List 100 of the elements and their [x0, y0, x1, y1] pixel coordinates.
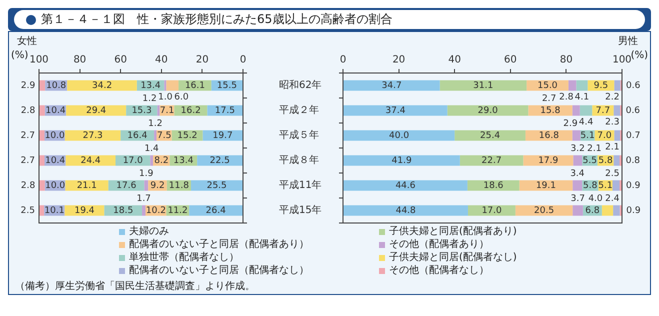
- data-label: 25.4: [480, 130, 500, 141]
- data-label: 10.4: [46, 106, 66, 116]
- data-label: 10.8: [46, 80, 66, 91]
- data-label: 15.2: [177, 130, 198, 141]
- data-label: 19.7: [212, 130, 233, 141]
- data-label: 2.8: [20, 106, 36, 116]
- bar: [573, 155, 582, 166]
- data-label: 44.8: [396, 206, 416, 216]
- y-tick-label: 平成５年: [279, 129, 319, 142]
- data-label: 11.2: [168, 206, 188, 216]
- data-label: 7.7: [596, 106, 610, 116]
- data-label: 2.2: [605, 92, 620, 103]
- bar: [39, 155, 45, 166]
- data-label: 7.5: [156, 130, 172, 141]
- bar: [568, 80, 576, 91]
- data-label: 10.2: [146, 206, 166, 216]
- bar: [157, 105, 160, 116]
- data-label: 11.8: [168, 180, 190, 191]
- chart-subtitle: 男性: [617, 34, 639, 47]
- data-label: 10.0: [44, 130, 65, 141]
- data-label: 17.0: [122, 156, 144, 166]
- bar: [39, 130, 45, 141]
- data-label: 0.9: [626, 206, 641, 216]
- data-label: 17.0: [482, 206, 502, 216]
- bar: [519, 180, 573, 191]
- data-label: 8.2: [154, 156, 169, 166]
- bar: [344, 180, 468, 191]
- bar: [572, 130, 580, 141]
- bar: [460, 155, 524, 166]
- data-label: 9.2: [150, 180, 165, 191]
- y-tick-label: 昭和62年: [279, 79, 322, 92]
- data-label: 41.9: [392, 156, 412, 166]
- x-tick-label: 100: [29, 54, 49, 66]
- data-label: 0.7: [626, 130, 640, 141]
- data-label: 1.7: [136, 194, 151, 204]
- data-label: 2.5: [605, 169, 620, 180]
- data-label: 16.8: [538, 130, 560, 141]
- data-label: 0.9: [626, 180, 641, 191]
- data-label: 16.4: [127, 130, 148, 141]
- data-label: 7.1: [160, 106, 174, 116]
- bar: [454, 130, 526, 141]
- bar: [614, 80, 620, 91]
- data-label: 7.0: [597, 130, 612, 141]
- data-label: 16.2: [180, 106, 201, 116]
- x-tick-label: 60: [504, 54, 517, 66]
- data-label: 34.2: [92, 80, 112, 91]
- x-tick-label: 40: [448, 54, 461, 66]
- data-label: 5.1: [580, 130, 595, 141]
- y-tick-label: 平成２年: [279, 104, 319, 116]
- data-label: 17.6: [116, 180, 137, 191]
- data-label: 3.2: [570, 144, 585, 154]
- bar: [613, 205, 620, 216]
- data-label: 18.6: [483, 180, 504, 191]
- data-label: 3.7: [570, 194, 585, 204]
- bar: [189, 205, 242, 216]
- y-tick-label: 平成15年: [279, 204, 322, 216]
- data-label: 20.5: [534, 206, 554, 216]
- bar: [154, 130, 157, 141]
- data-label: 22.5: [210, 156, 230, 166]
- data-label: 24.4: [80, 156, 101, 166]
- data-label: 26.4: [206, 206, 226, 216]
- data-label: 2.1: [587, 144, 602, 154]
- data-label: 10.0: [45, 180, 66, 191]
- data-label: 6.0: [174, 92, 189, 103]
- bar: [572, 205, 583, 216]
- x-axis-title: (%): [11, 50, 28, 61]
- x-tick-label: 60: [114, 54, 127, 66]
- data-label: 2.8: [559, 92, 574, 103]
- x-tick-label: 80: [560, 54, 573, 66]
- y-tick-label: 平成11年: [279, 179, 322, 192]
- data-label: 40.0: [389, 130, 410, 141]
- data-label: 19.4: [74, 206, 95, 216]
- chart-title: 第１－４－１図 性・家族形態別にみた65歳以上の高齢者の割合: [41, 11, 392, 28]
- bar: [39, 105, 45, 116]
- legend-label: 単独世帯（配偶者なし）: [129, 251, 239, 264]
- x-tick-label: 0: [340, 54, 346, 66]
- data-label: 21.1: [76, 180, 97, 191]
- data-label: 2.9: [563, 119, 578, 130]
- x-tick-label: 100: [612, 54, 632, 66]
- bar: [166, 80, 179, 91]
- data-label: 3.4: [570, 169, 585, 180]
- bar: [344, 205, 468, 216]
- bar: [150, 155, 154, 166]
- data-label: 27.3: [82, 130, 103, 141]
- data-label: 31.1: [473, 80, 494, 91]
- data-label: 17.5: [214, 106, 235, 116]
- bar: [572, 180, 582, 191]
- data-label: 17.9: [538, 156, 558, 166]
- bar: [612, 180, 620, 191]
- data-label: 5.8: [598, 156, 613, 166]
- bar: [447, 105, 528, 116]
- data-label: 44.6: [395, 180, 416, 191]
- data-label: 5.1: [598, 180, 613, 191]
- x-tick-label: 40: [155, 54, 168, 66]
- legend-label: 子供夫婦と同居(配偶者あり): [389, 225, 517, 238]
- data-label: 37.4: [385, 106, 406, 116]
- x-axis-title: (%): [630, 50, 648, 61]
- data-label: 5.5: [582, 156, 597, 166]
- data-label: 34.7: [382, 80, 402, 91]
- data-label: 5.8: [583, 180, 598, 191]
